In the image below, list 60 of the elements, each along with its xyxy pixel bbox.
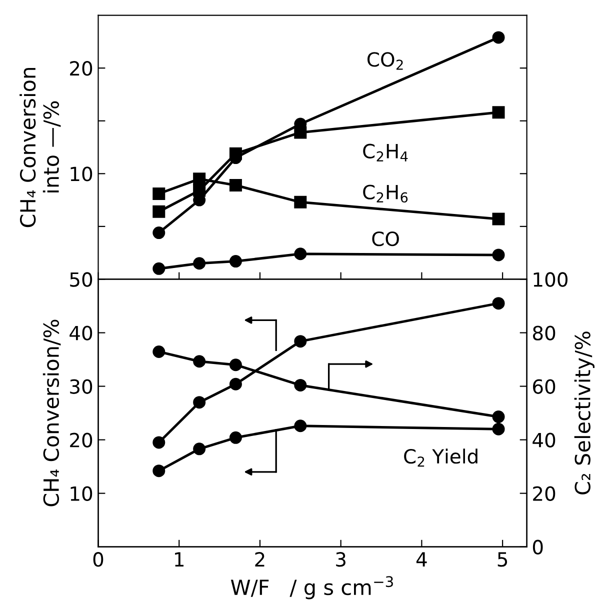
y-tick-label: 10 <box>70 486 92 501</box>
point <box>152 346 166 358</box>
point <box>294 335 307 348</box>
point <box>152 187 166 200</box>
series-label: C$_{2}$H$_{4}$ <box>363 144 408 162</box>
y-tick-label: 20 <box>70 61 92 76</box>
y2-tick-label: 0 <box>532 540 543 555</box>
series-label: CO <box>372 231 399 246</box>
point <box>152 205 166 218</box>
point <box>193 442 206 456</box>
point <box>492 106 505 119</box>
point <box>193 257 206 270</box>
y2-tick-label: 100 <box>534 272 568 287</box>
point <box>152 226 166 240</box>
y-tick-label: 30 <box>70 379 92 394</box>
point <box>229 378 242 390</box>
point <box>193 184 206 197</box>
y-tick-label: 50 <box>70 272 92 287</box>
point <box>229 147 242 160</box>
point <box>193 355 206 368</box>
point <box>229 255 242 268</box>
point <box>492 31 505 44</box>
point <box>229 179 242 192</box>
point <box>492 410 505 424</box>
point <box>193 396 206 409</box>
point <box>492 422 505 436</box>
y2-tick-label: 60 <box>533 379 556 394</box>
y-tick-label: 40 <box>70 326 92 340</box>
x-tick-label: 4 <box>416 552 427 566</box>
point <box>229 358 242 372</box>
y2-tick-label: 80 <box>532 326 556 340</box>
point <box>152 464 166 478</box>
series-label: C$_{2}$H$_{6}$ <box>363 184 408 203</box>
point <box>294 420 307 432</box>
point <box>152 262 166 275</box>
point <box>294 378 307 392</box>
y-axis-title: CH₄ Conversion/% <box>42 320 61 506</box>
x-tick-label: 2 <box>255 552 264 566</box>
y-axis-title: CH₄ Conversion into —/% <box>20 68 61 228</box>
x-axis-title: W/F / g s cm$^{−3}$ <box>230 576 393 600</box>
x-tick-label: 3 <box>336 552 346 567</box>
x-tick-label: 0 <box>93 552 104 567</box>
point <box>152 436 166 449</box>
series-label: C$_{2}$ Yield <box>404 448 478 467</box>
point <box>229 431 242 444</box>
y-tick-label: 10 <box>70 166 92 182</box>
series-label: CO$_{2}$ <box>368 52 403 70</box>
x-tick-label: 1 <box>175 552 184 566</box>
x-tick-label: 5 <box>498 552 508 567</box>
y-tick-label: 20 <box>70 432 92 448</box>
y2-axis-title: C₂ Selectivity/% <box>574 332 595 494</box>
point <box>492 212 505 226</box>
point <box>492 297 505 310</box>
point <box>294 126 307 139</box>
point <box>294 248 307 260</box>
y2-tick-label: 40 <box>532 432 556 448</box>
y2-tick-label: 20 <box>533 486 556 501</box>
point <box>294 196 307 208</box>
point <box>193 172 206 186</box>
point <box>492 248 505 262</box>
